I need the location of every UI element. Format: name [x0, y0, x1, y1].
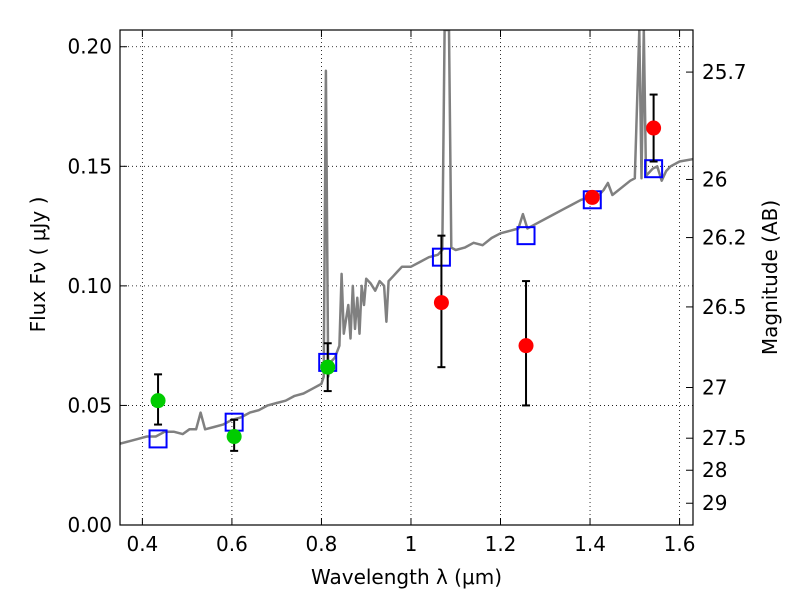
x-tick-label: 0.4 [126, 532, 158, 556]
x-tick-label: 1.6 [664, 532, 696, 556]
x-tick-label: 1 [405, 532, 418, 556]
observed-flux-point [646, 120, 662, 136]
magnitude-tick-label: 29 [702, 491, 727, 515]
model-photometry-square [516, 226, 536, 246]
y-tick-label: 0.10 [67, 274, 112, 298]
observed-flux-point [433, 295, 449, 311]
x-tick-label: 1.4 [574, 532, 606, 556]
magnitude-tick-label: 26.5 [702, 295, 747, 319]
observed-flux-point [150, 393, 166, 409]
y-axis-title: Flux Fν ( μJy ) [26, 197, 50, 333]
right-axis-title: Magnitude (AB) [758, 200, 782, 355]
y-tick-label: 0.00 [67, 513, 112, 537]
magnitude-tick-label: 27 [702, 376, 727, 400]
magnitude-tick-label: 26 [702, 167, 727, 191]
magnitude-tick-label: 28 [702, 458, 727, 482]
model-spectrum-line [120, 30, 693, 445]
observed-flux-point [518, 338, 534, 354]
magnitude-tick-label: 25.7 [702, 60, 747, 84]
magnitude-tick-label: 27.5 [702, 426, 747, 450]
x-tick-label: 0.6 [216, 532, 248, 556]
grid-lines [120, 30, 693, 526]
axes: 0.4 0.6 0.8 1 1.2 1.4 1.6 0.00 0.05 0.10 0.15 0.20 2… [67, 30, 747, 556]
observed-flux-point [320, 359, 336, 375]
y-tick-label: 0.05 [67, 393, 112, 417]
model-photometry-square [148, 429, 168, 449]
observed-flux-point [584, 189, 600, 205]
y-tick-label: 0.20 [67, 35, 112, 59]
observed-flux-point [226, 429, 242, 445]
x-tick-label: 0.8 [306, 532, 338, 556]
y-tick-label: 0.15 [67, 154, 112, 178]
plot-frame [119, 29, 694, 526]
magnitude-tick-label: 26.2 [702, 226, 747, 250]
x-tick-label: 1.2 [485, 532, 517, 556]
plot-area [120, 30, 693, 452]
x-axis-title: Wavelength λ (μm) [311, 565, 502, 589]
